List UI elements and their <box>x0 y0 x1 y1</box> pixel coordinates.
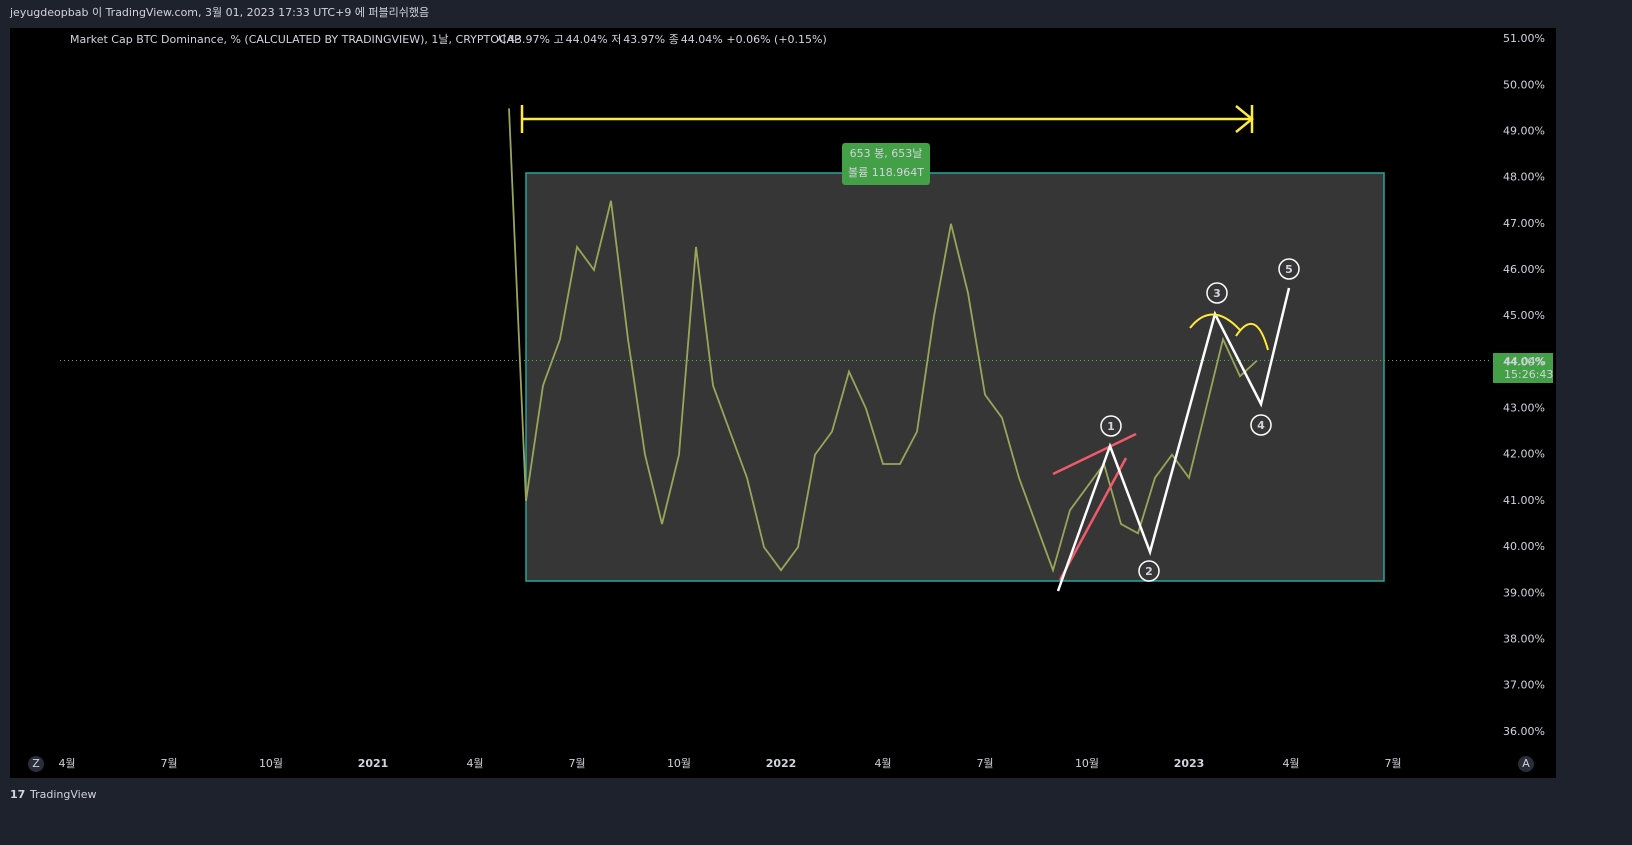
x-tick-label: 2021 <box>358 757 389 770</box>
range-label-box <box>842 143 930 185</box>
y-tick-label: 44.00% <box>1503 355 1545 368</box>
price-tag-value: 44.04% <box>1504 355 1546 368</box>
arcs <box>1189 313 1269 351</box>
price-tag-countdown: 15:26:43 <box>1504 368 1553 381</box>
footer-logo: 17 <box>10 788 25 801</box>
wave-circle <box>1100 415 1122 437</box>
range-bars: 653 봉, 653날 <box>850 147 923 160</box>
ohlc-value: 43.97% <box>623 33 665 46</box>
ohlc-key: 종 <box>669 33 679 46</box>
button-a[interactable] <box>1518 756 1534 772</box>
y-tick-label: 47.00% <box>1503 217 1545 230</box>
ohlc-value: +0.06% (+0.15%) <box>726 33 826 46</box>
ohlc-value: 44.04% <box>566 33 608 46</box>
wave-circle <box>1278 258 1300 280</box>
x-tick-label: 10월 <box>667 757 691 770</box>
wave-circle <box>1138 560 1160 582</box>
wave-label: 4 <box>1257 419 1265 432</box>
ohlc-key: 저 <box>611 33 621 46</box>
price-line <box>508 108 1258 574</box>
range-arrow <box>520 105 1254 133</box>
wave-label: 3 <box>1213 287 1221 300</box>
footer-brand: TradingView <box>29 788 96 801</box>
y-tick-label: 39.00% <box>1503 586 1545 599</box>
y-tick-label: 38.00% <box>1503 632 1545 645</box>
range-box <box>525 172 1385 582</box>
ohlc-value: 44.04% <box>681 33 723 46</box>
price-tag <box>1493 353 1553 383</box>
y-tick-label: 42.00% <box>1503 448 1545 461</box>
x-tick-label: 2023 <box>1174 757 1205 770</box>
y-tick-label: 41.00% <box>1503 494 1545 507</box>
y-tick-label: 40.00% <box>1503 540 1545 553</box>
x-tick-label: 7월 <box>1384 757 1401 770</box>
x-tick-label: 4월 <box>466 757 483 770</box>
wave-label: 5 <box>1285 263 1293 276</box>
y-tick-label: 36.00% <box>1503 725 1545 738</box>
y-tick-label: 43.00% <box>1503 402 1545 415</box>
ohlc-key: 고 <box>554 33 564 46</box>
ohlc-value: 43.97% <box>508 33 550 46</box>
x-tick-label: 2022 <box>766 757 797 770</box>
x-tick-label: 10월 <box>1075 757 1099 770</box>
wave-label: 1 <box>1107 420 1115 433</box>
wave-circle <box>1206 282 1228 304</box>
x-tick-label: 7월 <box>160 757 177 770</box>
wave-circle <box>1250 414 1272 436</box>
header: jeyugdeopbab 이 TradingView.com, 3월 01, 2… <box>9 6 429 19</box>
x-tick-label: 4월 <box>874 757 891 770</box>
x-tick-label: 10월 <box>259 757 283 770</box>
button-z-label[interactable]: Z <box>32 757 40 770</box>
range-volume: 볼륨 118.964T <box>848 166 924 179</box>
y-tick-label: 37.00% <box>1503 679 1545 692</box>
button-a-label[interactable]: A <box>1522 757 1530 770</box>
y-tick-label: 50.00% <box>1503 78 1545 91</box>
legend: Market Cap BTC Dominance, % (CALCULATED … <box>70 33 827 46</box>
x-tick-label: 4월 <box>58 757 75 770</box>
x-tick-label: 7월 <box>976 757 993 770</box>
ohlc-key: 시 <box>496 33 506 46</box>
wave-lines <box>1056 287 1291 592</box>
y-tick-label: 45.00% <box>1503 309 1545 322</box>
wave-label: 2 <box>1145 565 1153 578</box>
y-tick-label: 48.00% <box>1503 171 1545 184</box>
button-z[interactable] <box>28 756 44 772</box>
trend-lines <box>1052 432 1137 581</box>
x-tick-label: 7월 <box>568 757 585 770</box>
y-tick-label: 51.00% <box>1503 32 1545 45</box>
x-tick-label: 4월 <box>1282 757 1299 770</box>
y-tick-label: 49.00% <box>1503 124 1545 137</box>
chart-title: Market Cap BTC Dominance, % (CALCULATED … <box>70 33 521 46</box>
y-tick-label: 46.00% <box>1503 263 1545 276</box>
